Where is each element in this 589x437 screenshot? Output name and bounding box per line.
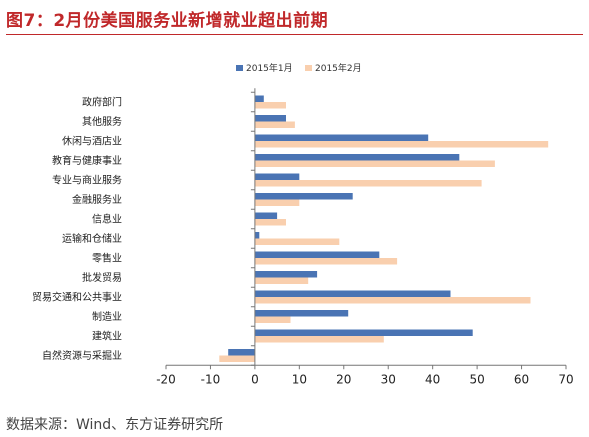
bar-series1-0 bbox=[254, 95, 264, 102]
bar-series1-6 bbox=[254, 212, 278, 219]
bar-series2-1 bbox=[254, 121, 295, 128]
x-tick-label-6: 40 bbox=[425, 372, 440, 386]
category-label-5: 金融服务业 bbox=[72, 193, 122, 206]
legend-label-series1: 2015年1月 bbox=[246, 62, 293, 74]
bar-series1-10 bbox=[254, 290, 451, 297]
bar-series2-11 bbox=[254, 316, 291, 323]
legend-label-series2: 2015年2月 bbox=[315, 62, 362, 74]
category-labels: 政府部门其他服务休闲与酒店业教育与健康事业专业与商业服务金融服务业信息业运输和仓… bbox=[32, 96, 122, 363]
bar-series1-13 bbox=[228, 349, 255, 356]
bar-series1-4 bbox=[254, 173, 300, 180]
bar-series2-13 bbox=[219, 355, 255, 362]
bar-series2-7 bbox=[254, 238, 340, 245]
x-tick-label-9: 70 bbox=[558, 372, 573, 386]
category-label-6: 信息业 bbox=[92, 213, 122, 226]
category-label-0: 政府部门 bbox=[82, 96, 122, 109]
x-tick-label-2: 0 bbox=[251, 372, 259, 386]
category-label-2: 休闲与酒店业 bbox=[62, 135, 122, 148]
x-tick-label-4: 20 bbox=[336, 372, 351, 386]
x-tick-label-7: 50 bbox=[469, 372, 484, 386]
bar-series2-2 bbox=[254, 141, 549, 148]
bar-series2-12 bbox=[254, 336, 384, 343]
category-label-3: 教育与健康事业 bbox=[52, 154, 122, 167]
bar-series2-9 bbox=[254, 277, 309, 284]
legend-swatch-series1 bbox=[236, 65, 243, 71]
category-label-12: 建筑业 bbox=[92, 330, 122, 343]
bar-series2-4 bbox=[254, 180, 482, 187]
x-tick-labels: -20 -10 0 10 20 30 40 50 60 70 bbox=[156, 372, 573, 386]
legend: 2015年1月 2015年2月 bbox=[236, 62, 362, 74]
bar-series2-8 bbox=[254, 258, 398, 265]
x-tick-label-0: -20 bbox=[156, 372, 176, 386]
category-label-9: 批发贸易 bbox=[82, 271, 122, 284]
chart-title: 图7：2月份美国服务业新增就业超出前期 bbox=[6, 11, 329, 31]
category-label-13: 自然资源与采掘业 bbox=[42, 349, 122, 362]
bar-series1-5 bbox=[254, 193, 353, 200]
bar-series1-1 bbox=[254, 115, 286, 122]
bar-series1-12 bbox=[254, 329, 473, 336]
bar-series1-9 bbox=[254, 271, 318, 278]
bar-series2-5 bbox=[254, 199, 300, 206]
category-label-4: 专业与商业服务 bbox=[52, 174, 122, 187]
axes bbox=[165, 88, 567, 370]
category-label-1: 其他服务 bbox=[82, 115, 122, 128]
legend-swatch-series2 bbox=[305, 65, 312, 71]
category-label-10: 贸易交通和公共事业 bbox=[32, 291, 122, 304]
bar-series1-2 bbox=[254, 134, 429, 141]
category-label-11: 制造业 bbox=[92, 310, 122, 323]
source-note: 数据来源：Wind、东方证券研究所 bbox=[6, 417, 224, 433]
x-tick-label-3: 10 bbox=[292, 372, 307, 386]
bar-series2-3 bbox=[254, 160, 495, 167]
x-tick-label-5: 30 bbox=[381, 372, 396, 386]
category-label-7: 运输和仓储业 bbox=[62, 232, 122, 245]
bar-series1-7 bbox=[254, 232, 260, 239]
x-tick-label-1: -10 bbox=[201, 372, 221, 386]
bars bbox=[219, 95, 549, 362]
x-tick-label-8: 60 bbox=[514, 372, 529, 386]
bar-series2-0 bbox=[254, 102, 286, 109]
bar-series2-10 bbox=[254, 297, 531, 304]
title-underline bbox=[6, 34, 583, 35]
bar-series1-8 bbox=[254, 251, 380, 258]
category-label-8: 零售业 bbox=[92, 252, 122, 265]
bar-series1-11 bbox=[254, 310, 349, 317]
bar-series2-6 bbox=[254, 219, 286, 226]
bar-series1-3 bbox=[254, 154, 460, 161]
